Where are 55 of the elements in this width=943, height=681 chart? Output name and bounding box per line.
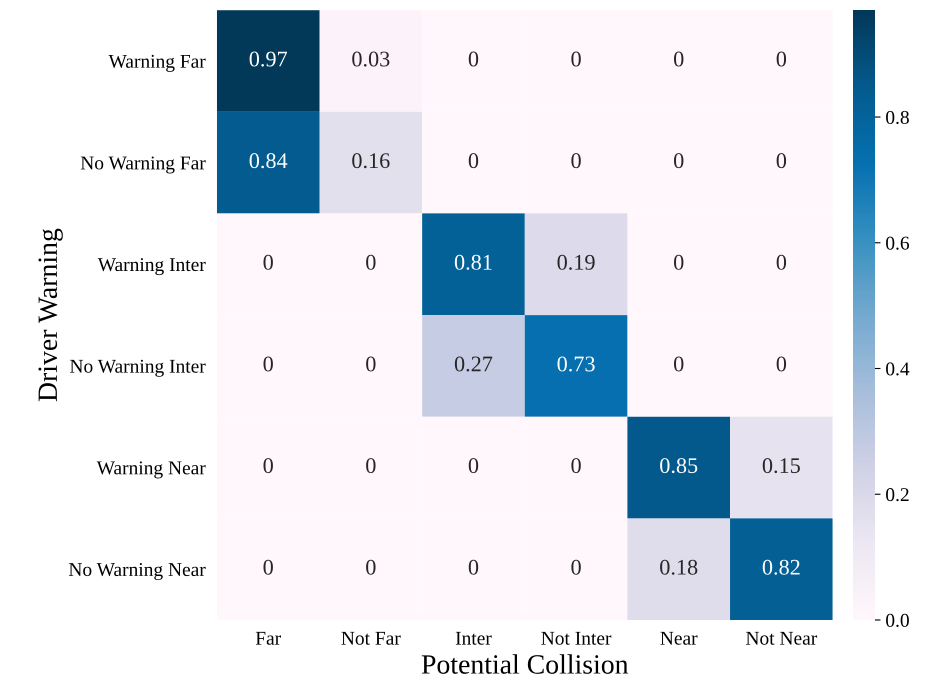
color-bar-label: 0.0 bbox=[886, 614, 909, 628]
data-label: 0 bbox=[263, 356, 273, 372]
x-tick-label: Near bbox=[660, 632, 698, 645]
data-label: 0.81 bbox=[454, 254, 492, 270]
x-tick-label: Far bbox=[256, 632, 281, 645]
data-label: 0 bbox=[263, 254, 273, 270]
data-label: 0 bbox=[674, 52, 684, 67]
y-tick-label: No Warning Near bbox=[68, 563, 206, 580]
data-label: 0 bbox=[674, 254, 684, 270]
data-label: 0 bbox=[468, 458, 478, 474]
data-label: 0.27 bbox=[454, 356, 492, 372]
x-axis-title: Potential Collision bbox=[422, 654, 628, 674]
y-tick-label: Warning Inter bbox=[98, 258, 206, 276]
data-label: 0.16 bbox=[352, 153, 390, 168]
data-label: 0.19 bbox=[557, 254, 595, 270]
y-tick-label: No Warning Far bbox=[80, 156, 206, 174]
color-bar-label: 0.6 bbox=[886, 236, 910, 250]
data-label: 0.82 bbox=[762, 560, 800, 575]
data-label: 0 bbox=[776, 356, 786, 372]
data-label: 0 bbox=[571, 153, 581, 168]
y-tick-label: No Warning Inter bbox=[70, 360, 206, 377]
data-label: 0 bbox=[776, 153, 786, 168]
data-label: 0 bbox=[263, 458, 273, 474]
x-tick-label: Not Near bbox=[746, 632, 818, 645]
y-tick-label: Warning Far bbox=[108, 54, 206, 72]
color-bar-label: 0.2 bbox=[886, 488, 909, 502]
color-bar-label: 0.4 bbox=[886, 362, 910, 376]
data-label: 0.18 bbox=[660, 560, 698, 575]
data-label: 0 bbox=[366, 356, 376, 372]
data-label: 0 bbox=[468, 52, 478, 67]
x-tick-label: Not Far bbox=[341, 632, 401, 645]
data-label: 0.15 bbox=[762, 458, 800, 474]
y-tick-label: Warning Near bbox=[96, 461, 206, 478]
data-label: 0 bbox=[366, 254, 376, 270]
data-label: 0 bbox=[571, 560, 581, 575]
data-label: 0.03 bbox=[352, 52, 390, 67]
data-label: 0.97 bbox=[250, 52, 288, 67]
data-label: 0 bbox=[776, 52, 786, 67]
data-label: 0 bbox=[263, 560, 273, 575]
data-label: 0 bbox=[776, 254, 786, 270]
y-axis-title: Driver Warning bbox=[38, 228, 63, 402]
data-label: 0 bbox=[366, 458, 376, 474]
data-label: 0 bbox=[468, 153, 478, 168]
x-tick-label: Inter bbox=[456, 632, 492, 645]
data-label: 0 bbox=[366, 560, 376, 575]
data-label: 0 bbox=[571, 458, 581, 474]
data-label: 0.85 bbox=[660, 458, 698, 474]
x-tick-label: Not Inter bbox=[541, 632, 612, 645]
data-label: 0.84 bbox=[250, 153, 288, 168]
data-label: 0 bbox=[674, 153, 684, 168]
data-label: 0 bbox=[674, 356, 684, 372]
color-bar-label: 0.8 bbox=[886, 110, 909, 124]
data-label: 0 bbox=[468, 560, 478, 575]
data-label: 0 bbox=[571, 52, 581, 67]
data-label: 0.73 bbox=[557, 356, 595, 372]
